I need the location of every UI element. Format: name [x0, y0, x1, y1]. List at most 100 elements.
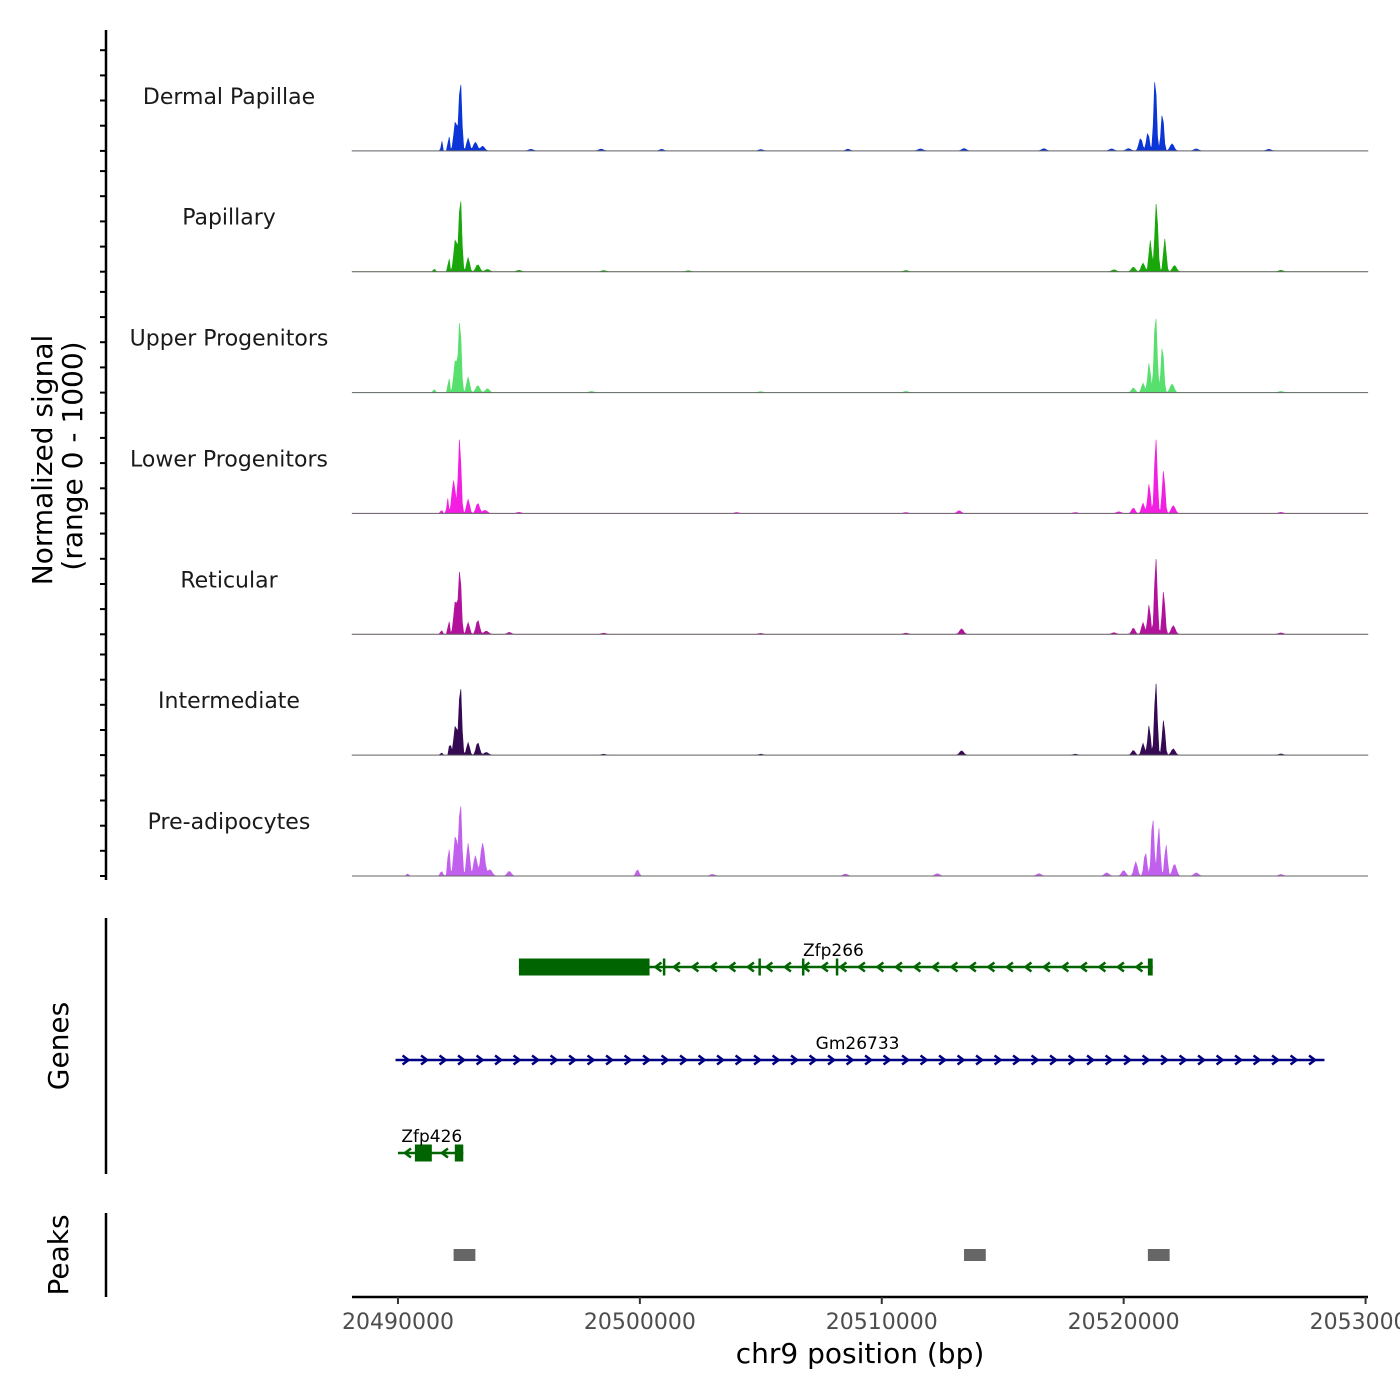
- x-axis-label: chr9 position (bp): [736, 1337, 985, 1370]
- strand-chevron: [605, 1054, 615, 1066]
- strand-chevron: [993, 1054, 1003, 1066]
- exon: [414, 1144, 432, 1162]
- track-reticular: Reticular: [180, 559, 1369, 635]
- strand-chevron: [568, 1054, 578, 1066]
- signal-ylabel-line1: Normalized signal: [26, 335, 59, 586]
- strand-chevron: [1030, 1054, 1040, 1066]
- exon: [518, 958, 650, 976]
- peaks-ylabel: Peaks: [42, 1214, 75, 1295]
- track-label: Upper Progenitors: [130, 327, 329, 352]
- genes-panel: Zfp266 Gm26733 Zfp426: [395, 941, 1325, 1162]
- strand-chevron: [838, 961, 848, 973]
- gene-label: Gm26733: [816, 1034, 900, 1054]
- strand-chevron: [819, 961, 829, 973]
- signal-y-axis: [100, 30, 108, 880]
- strand-chevron: [1178, 1054, 1188, 1066]
- strand-chevron: [771, 1054, 781, 1066]
- track-label: Lower Progenitors: [130, 447, 328, 472]
- strand-chevron: [975, 1054, 985, 1066]
- signal-panel: Dermal Papillae Papillary Upper Progenitor…: [130, 82, 1369, 877]
- peak-region: [964, 1249, 986, 1261]
- strand-chevron: [1308, 1054, 1318, 1066]
- coverage-area: [351, 439, 1369, 514]
- peak-region: [453, 1249, 476, 1261]
- strand-chevron: [893, 961, 903, 973]
- strand-chevron: [1123, 1054, 1133, 1066]
- strand-chevron: [845, 1054, 855, 1066]
- strand-chevron: [1086, 1054, 1096, 1066]
- strand-chevron: [475, 1054, 485, 1066]
- strand-chevron: [549, 1054, 559, 1066]
- gene-label: Zfp426: [401, 1127, 462, 1147]
- strand-chevron: [531, 1054, 541, 1066]
- strand-chevron: [1049, 1054, 1059, 1066]
- strand-chevron: [856, 961, 866, 973]
- strand-chevron: [1067, 1054, 1077, 1066]
- strand-chevron: [1289, 1054, 1299, 1066]
- strand-chevron: [623, 1054, 633, 1066]
- track-upper-progenitors: Upper Progenitors: [130, 318, 1369, 394]
- strand-chevron: [1078, 961, 1088, 973]
- strand-chevron: [1134, 961, 1144, 973]
- strand-chevron: [1234, 1054, 1244, 1066]
- gene-gm26733: Gm26733: [395, 1034, 1325, 1066]
- coverage-area: [351, 82, 1369, 152]
- strand-chevron: [912, 961, 922, 973]
- strand-chevron: [401, 1054, 411, 1066]
- strand-chevron: [402, 1147, 412, 1159]
- strand-chevron: [438, 1054, 448, 1066]
- coverage-area: [351, 683, 1369, 756]
- strand-chevron: [716, 1054, 726, 1066]
- gene-label: Zfp266: [803, 941, 864, 961]
- x-tick-label: 20490000: [342, 1310, 454, 1335]
- strand-chevron: [1197, 1054, 1207, 1066]
- x-tick-label: 20520000: [1068, 1310, 1180, 1335]
- strand-chevron: [1160, 1054, 1170, 1066]
- track-intermediate: Intermediate: [158, 683, 1369, 756]
- x-axis: 20490000 20500000 20510000 20520000 20530000: [342, 1297, 1400, 1335]
- x-tick-label: 20510000: [826, 1310, 938, 1335]
- coverage-area: [351, 318, 1369, 393]
- strand-chevron: [708, 961, 718, 973]
- track-label: Pre-adipocytes: [148, 810, 311, 835]
- coverage-area: [352, 806, 1368, 877]
- strand-chevron: [1012, 1054, 1022, 1066]
- strand-chevron: [882, 1054, 892, 1066]
- strand-chevron: [745, 961, 755, 973]
- peaks-panel: [453, 1249, 1170, 1261]
- exon: [662, 958, 666, 976]
- strand-chevron: [1141, 1054, 1151, 1066]
- track-dermal-papillae: Dermal Papillae: [143, 82, 1369, 152]
- exon: [758, 958, 761, 976]
- strand-chevron: [642, 1054, 652, 1066]
- strand-chevron: [901, 1054, 911, 1066]
- strand-chevron: [734, 1054, 744, 1066]
- x-tick-label: 20530000: [1310, 1310, 1400, 1335]
- track-lower-progenitors: Lower Progenitors: [130, 439, 1369, 514]
- strand-chevron: [1004, 961, 1014, 973]
- strand-chevron: [679, 1054, 689, 1066]
- exon: [835, 958, 839, 976]
- strand-chevron: [690, 961, 700, 973]
- strand-chevron: [1104, 1054, 1114, 1066]
- exon: [454, 1144, 464, 1162]
- strand-chevron: [420, 1054, 430, 1066]
- strand-chevron: [671, 961, 681, 973]
- strand-chevron: [697, 1054, 707, 1066]
- track-label: Dermal Papillae: [143, 85, 315, 110]
- strand-chevron: [938, 1054, 948, 1066]
- strand-chevron: [1041, 961, 1051, 973]
- strand-chevron: [1252, 1054, 1262, 1066]
- strand-chevron: [1215, 1054, 1225, 1066]
- strand-chevron: [660, 1054, 670, 1066]
- coverage-area: [351, 559, 1369, 635]
- strand-chevron: [494, 1054, 504, 1066]
- strand-chevron: [875, 961, 885, 973]
- strand-chevron: [1115, 961, 1125, 973]
- strand-chevron: [1271, 1054, 1281, 1066]
- strand-chevron: [764, 961, 774, 973]
- track-label: Reticular: [180, 568, 278, 593]
- strand-chevron: [782, 961, 792, 973]
- strand-chevron: [930, 961, 940, 973]
- signal-ylabel-line2: (range 0 - 1000): [56, 341, 89, 570]
